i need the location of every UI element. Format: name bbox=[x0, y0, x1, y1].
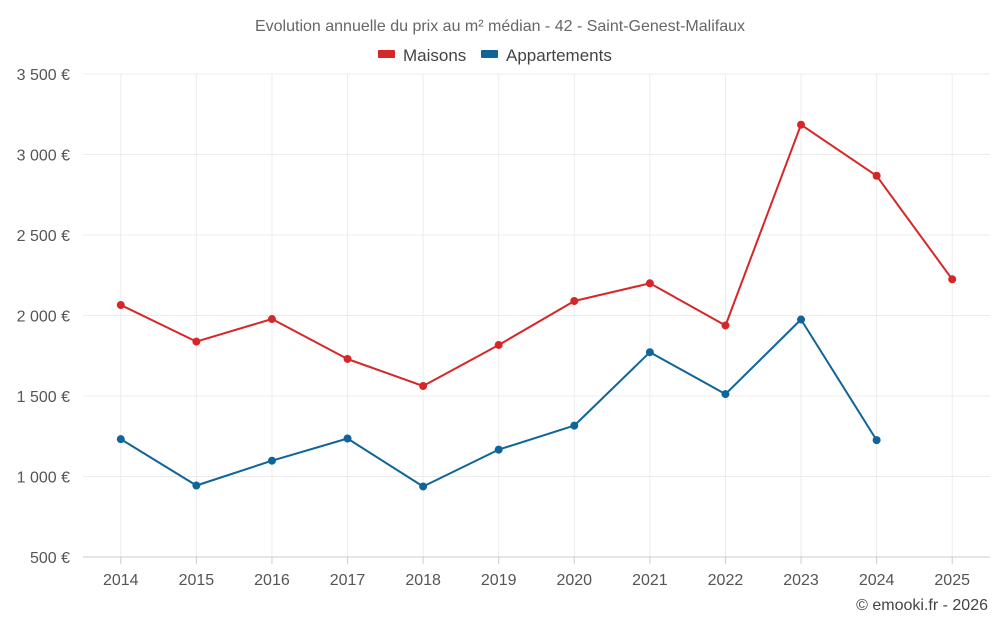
credit-text: © emooki.fr - 2026 bbox=[856, 597, 988, 614]
x-tick-label: 2015 bbox=[179, 572, 215, 589]
data-point-appartements-2020[interactable] bbox=[570, 421, 579, 430]
grid bbox=[83, 73, 990, 557]
y-tick-label: 3 000 € bbox=[17, 148, 70, 165]
data-point-appartements-2019[interactable] bbox=[494, 445, 503, 454]
data-point-maisons-2022[interactable] bbox=[721, 321, 730, 330]
legend: Maisons Appartements bbox=[378, 46, 612, 65]
data-point-maisons-2017[interactable] bbox=[343, 354, 352, 363]
data-point-appartements-2023[interactable] bbox=[797, 315, 806, 324]
data-point-appartements-2024[interactable] bbox=[872, 436, 881, 445]
axes: 500 € 1 000 € 1 500 € 2 000 € 2 500 € 3 000 €… bbox=[17, 67, 990, 589]
data-point-maisons-2018[interactable] bbox=[419, 382, 428, 391]
y-tick-label: 500 € bbox=[30, 550, 70, 567]
x-tick-label: 2019 bbox=[481, 572, 517, 589]
y-tick-label: 1 500 € bbox=[17, 389, 70, 406]
legend-swatch-appartements bbox=[481, 50, 498, 58]
data-point-maisons-2014[interactable] bbox=[116, 301, 125, 310]
data-point-maisons-2025[interactable] bbox=[948, 275, 957, 284]
data-point-appartements-2016[interactable] bbox=[267, 456, 276, 465]
x-tick-label: 2023 bbox=[783, 572, 819, 589]
x-tick-label: 2024 bbox=[859, 572, 895, 589]
data-point-maisons-2020[interactable] bbox=[570, 297, 579, 306]
x-tick-label: 2014 bbox=[103, 572, 139, 589]
x-tick-label: 2025 bbox=[934, 572, 970, 589]
data-point-maisons-2021[interactable] bbox=[645, 279, 654, 288]
x-tick-label: 2018 bbox=[405, 572, 441, 589]
data-point-appartements-2014[interactable] bbox=[116, 435, 125, 444]
legend-label-appartements: Appartements bbox=[506, 46, 612, 65]
data-point-maisons-2024[interactable] bbox=[872, 171, 881, 180]
x-tick-label: 2020 bbox=[556, 572, 592, 589]
x-tick-label: 2016 bbox=[254, 572, 290, 589]
y-tick-label: 3 500 € bbox=[17, 67, 70, 84]
data-point-appartements-2018[interactable] bbox=[419, 482, 428, 491]
data-point-appartements-2015[interactable] bbox=[192, 481, 201, 490]
data-point-maisons-2016[interactable] bbox=[267, 315, 276, 324]
data-point-appartements-2021[interactable] bbox=[645, 348, 654, 357]
series-line-maisons bbox=[120, 123, 954, 387]
x-tick-label: 2021 bbox=[632, 572, 668, 589]
y-tick-label: 2 000 € bbox=[17, 309, 70, 326]
data-point-appartements-2022[interactable] bbox=[721, 390, 730, 399]
legend-label-maisons: Maisons bbox=[403, 46, 466, 65]
series bbox=[116, 120, 957, 491]
legend-swatch-maisons bbox=[378, 50, 395, 58]
data-point-maisons-2023[interactable] bbox=[797, 120, 806, 129]
chart-title: Evolution annuelle du prix au m² médian … bbox=[255, 18, 745, 35]
data-point-maisons-2015[interactable] bbox=[192, 337, 201, 346]
y-tick-label: 2 500 € bbox=[17, 228, 70, 245]
x-tick-label: 2017 bbox=[330, 572, 366, 589]
data-point-maisons-2019[interactable] bbox=[494, 340, 503, 349]
legend-item-appartements[interactable]: Appartements bbox=[481, 46, 612, 65]
y-tick-label: 1 000 € bbox=[17, 470, 70, 487]
data-point-appartements-2017[interactable] bbox=[343, 434, 352, 443]
x-tick-label: 2022 bbox=[708, 572, 744, 589]
legend-item-maisons[interactable]: Maisons bbox=[378, 46, 466, 65]
